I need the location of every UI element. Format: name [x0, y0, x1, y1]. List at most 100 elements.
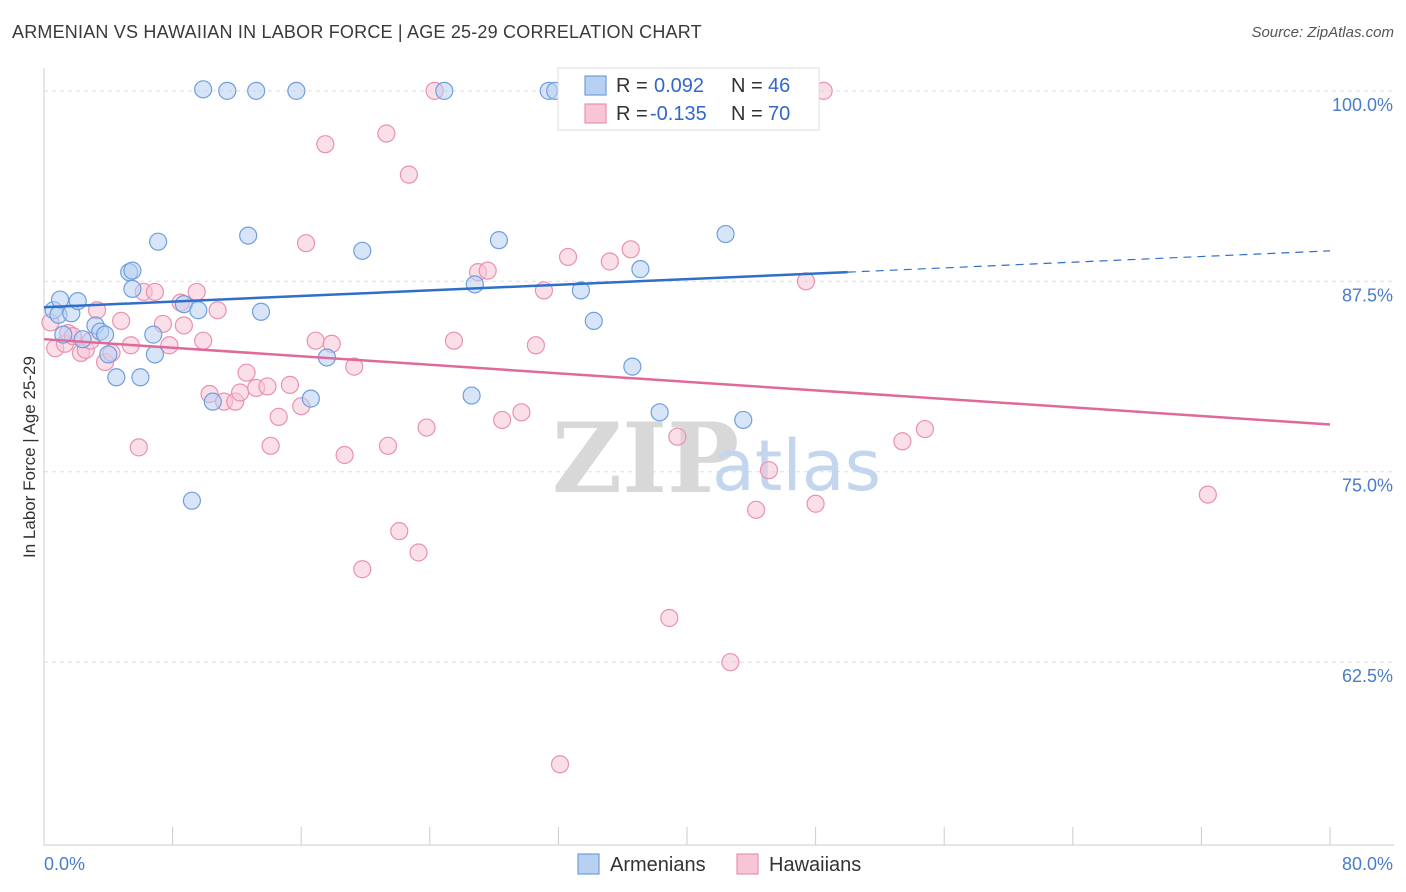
hawaiian-trend-line	[43, 337, 1331, 426]
y-tick-label-3: 100.0%	[1332, 95, 1393, 115]
armenian-point-23	[218, 81, 237, 100]
armenian-point-31	[435, 81, 454, 100]
hawaiian-legend-swatch	[584, 103, 607, 124]
armenian-point-15	[144, 325, 163, 344]
hawaiian-point-43	[390, 522, 409, 541]
armenian-point-26	[251, 302, 271, 321]
y-tick-label-0: 62.5%	[1342, 666, 1393, 686]
hawaiian-point-20	[187, 282, 206, 302]
watermark-zip: ZIP	[552, 402, 739, 515]
axes	[43, 68, 1394, 846]
hawaiian-point-60	[660, 608, 679, 628]
hawaiian-point-69	[915, 419, 935, 439]
y-axis-title: In Labor Force | Age 25-29	[20, 356, 39, 558]
hawaiian-n-label: N =	[731, 103, 763, 125]
hawaiian-point-50	[478, 261, 497, 280]
y-tick-label-1: 75.0%	[1342, 476, 1393, 496]
hawaiian-point-15	[145, 282, 165, 302]
hawaiian-point-31	[269, 407, 288, 426]
hawaiian-point-34	[296, 234, 316, 253]
hawaiian-point-68	[893, 432, 912, 451]
hawaiian-point-41	[377, 124, 396, 143]
hawaiian-point-38	[335, 445, 354, 465]
hawaiian-point-26	[231, 383, 250, 402]
hawaiian-point-13	[129, 438, 148, 457]
hawaiian-point-35	[306, 331, 325, 350]
hawaiian-point-63	[747, 500, 766, 519]
hawaiian-point-66	[806, 494, 825, 513]
armenian-point-45	[123, 279, 142, 299]
armenian-point-28	[301, 389, 320, 408]
hawaiian-point-39	[345, 357, 364, 376]
armenian-points	[44, 80, 809, 510]
stats-legend: R = 0.092 N = 46 R = -0.135 N = 70	[557, 67, 820, 131]
armenian-r-value: 0.092	[654, 75, 704, 97]
hawaiian-point-42	[378, 436, 398, 455]
hawaiian-point-59	[621, 240, 640, 259]
hawaiian-point-23	[208, 301, 227, 320]
armenians-legend-label: Armenians	[610, 854, 706, 876]
armenian-point-14	[131, 368, 150, 387]
hawaiian-point-46	[417, 418, 436, 437]
hawaiians-legend-swatch	[736, 853, 759, 875]
hawaiian-point-17	[160, 336, 179, 355]
hawaiian-point-32	[280, 375, 300, 394]
armenian-point-41	[650, 403, 669, 422]
hawaiian-point-40	[353, 560, 372, 579]
armenian-point-10	[99, 345, 118, 364]
x-tick-label-1: 80.0%	[1342, 854, 1393, 874]
hawaiian-r-label: R =	[616, 103, 648, 125]
chart-title: ARMENIAN VS HAWAIIAN IN LABOR FORCE | AG…	[12, 22, 702, 42]
armenian-point-17	[149, 232, 168, 251]
trend-lines	[43, 250, 1331, 426]
armenian-n-value: 46	[768, 75, 790, 97]
armenian-point-16	[145, 345, 165, 364]
armenian-point-11	[107, 368, 126, 387]
armenian-trend-extension	[847, 250, 1331, 273]
hawaiian-point-21	[194, 331, 213, 350]
armenian-point-27	[287, 81, 306, 100]
watermark: ZIP atlas	[552, 402, 881, 515]
hawaiian-point-51	[493, 410, 512, 430]
hawaiian-point-19	[174, 316, 193, 335]
armenian-point-43	[734, 410, 753, 430]
armenian-point-21	[194, 80, 213, 99]
hawaiian-point-27	[237, 363, 256, 382]
watermark-atlas: atlas	[712, 425, 881, 507]
hawaiian-n-value: 70	[768, 103, 790, 125]
hawaiian-point-11	[112, 311, 131, 331]
armenian-point-6	[73, 330, 92, 349]
y-tick-label-2: 87.5%	[1342, 285, 1393, 305]
armenian-point-20	[189, 301, 208, 320]
armenian-point-34	[489, 231, 509, 250]
hawaiian-point-52	[512, 403, 531, 422]
armenian-point-19	[182, 491, 201, 510]
armenians-legend-swatch	[577, 853, 600, 875]
armenian-point-24	[239, 226, 258, 245]
armenian-point-2	[50, 290, 70, 309]
armenian-point-37	[571, 281, 591, 300]
hawaiian-point-62	[721, 653, 740, 672]
armenian-legend-swatch	[584, 75, 607, 96]
hawaiian-point-44	[399, 165, 419, 184]
armenian-point-30	[353, 241, 372, 260]
hawaiian-point-61	[668, 427, 687, 446]
armenian-point-42	[716, 224, 735, 244]
armenian-point-38	[584, 311, 603, 331]
hawaiian-point-29	[258, 377, 277, 396]
y-tick-labels: 62.5% 75.0% 87.5% 100.0%	[1332, 95, 1393, 686]
x-tick-labels: 0.0% 80.0%	[44, 854, 1393, 874]
armenian-point-32	[462, 386, 481, 405]
armenian-trend-line	[43, 270, 848, 309]
hawaiian-point-48	[444, 331, 464, 350]
hawaiian-point-53	[526, 336, 545, 355]
armenian-point-39	[623, 357, 642, 376]
hawaiian-point-70	[1198, 485, 1217, 504]
armenian-n-label: N =	[731, 75, 763, 97]
armenian-point-22	[203, 392, 222, 411]
armenian-point-40	[631, 260, 650, 279]
series-legend: Armenians Hawaiians	[577, 853, 861, 876]
armenian-point-25	[247, 81, 266, 100]
hawaiian-point-64	[759, 461, 779, 480]
hawaiian-point-55	[550, 755, 570, 774]
